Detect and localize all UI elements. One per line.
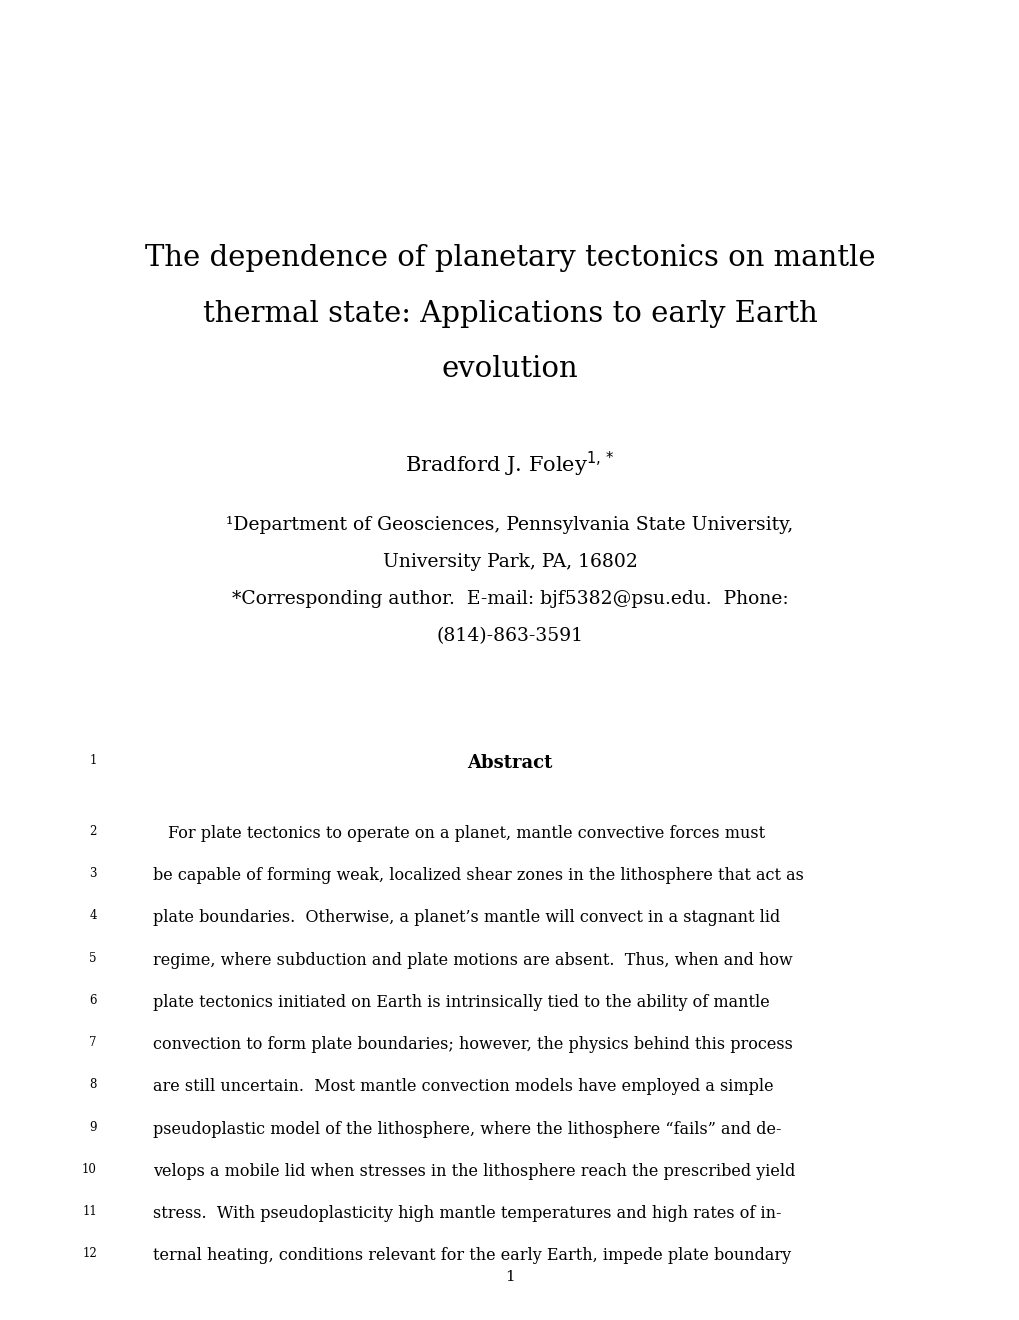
Text: convection to form plate boundaries; however, the physics behind this process: convection to form plate boundaries; how…	[153, 1036, 792, 1053]
Text: 5: 5	[90, 952, 97, 965]
Text: 9: 9	[90, 1121, 97, 1134]
Text: The dependence of planetary tectonics on mantle: The dependence of planetary tectonics on…	[145, 244, 874, 272]
Text: 8: 8	[90, 1078, 97, 1092]
Text: plate boundaries.  Otherwise, a planet’s mantle will convect in a stagnant lid: plate boundaries. Otherwise, a planet’s …	[153, 909, 780, 927]
Text: *Corresponding author.  E-mail: bjf5382@psu.edu.  Phone:: *Corresponding author. E-mail: bjf5382@p…	[231, 590, 788, 609]
Text: stress.  With pseudoplasticity high mantle temperatures and high rates of in-: stress. With pseudoplasticity high mantl…	[153, 1205, 781, 1222]
Text: 6: 6	[90, 994, 97, 1007]
Text: 10: 10	[82, 1163, 97, 1176]
Text: velops a mobile lid when stresses in the lithosphere reach the prescribed yield: velops a mobile lid when stresses in the…	[153, 1163, 795, 1180]
Text: 7: 7	[90, 1036, 97, 1049]
Text: 2: 2	[90, 825, 97, 838]
Text: University Park, PA, 16802: University Park, PA, 16802	[382, 553, 637, 572]
Text: be capable of forming weak, localized shear zones in the lithosphere that act as: be capable of forming weak, localized sh…	[153, 867, 803, 884]
Text: 1: 1	[504, 1270, 515, 1284]
Text: thermal state: Applications to early Earth: thermal state: Applications to early Ear…	[203, 300, 816, 327]
Text: ternal heating, conditions relevant for the early Earth, impede plate boundary: ternal heating, conditions relevant for …	[153, 1247, 791, 1265]
Text: are still uncertain.  Most mantle convection models have employed a simple: are still uncertain. Most mantle convect…	[153, 1078, 772, 1096]
Text: (814)-863-3591: (814)-863-3591	[436, 627, 583, 645]
Text: regime, where subduction and plate motions are absent.  Thus, when and how: regime, where subduction and plate motio…	[153, 952, 792, 969]
Text: plate tectonics initiated on Earth is intrinsically tied to the ability of mantl: plate tectonics initiated on Earth is in…	[153, 994, 769, 1011]
Text: Abstract: Abstract	[467, 754, 552, 772]
Text: evolution: evolution	[441, 355, 578, 383]
Text: ¹Department of Geosciences, Pennsylvania State University,: ¹Department of Geosciences, Pennsylvania…	[226, 516, 793, 535]
Text: 12: 12	[83, 1247, 97, 1261]
Text: 4: 4	[90, 909, 97, 923]
Text: pseudoplastic model of the lithosphere, where the lithosphere “fails” and de-: pseudoplastic model of the lithosphere, …	[153, 1121, 781, 1138]
Text: 3: 3	[90, 867, 97, 880]
Text: 11: 11	[83, 1205, 97, 1218]
Text: Bradford J. Foley$^{1,*}$: Bradford J. Foley$^{1,*}$	[405, 450, 614, 479]
Text: For plate tectonics to operate on a planet, mantle convective forces must: For plate tectonics to operate on a plan…	[168, 825, 764, 842]
Text: 1: 1	[90, 754, 97, 767]
